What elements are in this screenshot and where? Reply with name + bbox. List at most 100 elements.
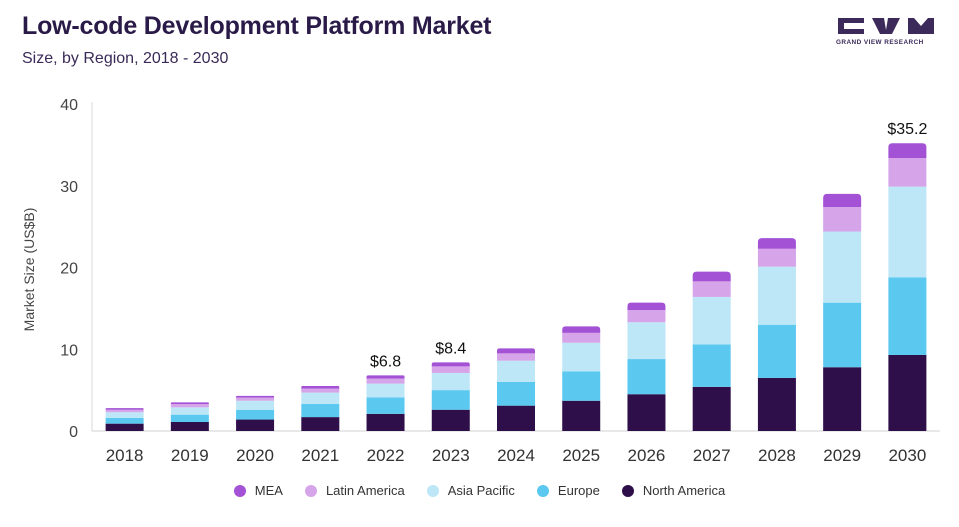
bar-segment	[301, 404, 340, 418]
legend-label: North America	[642, 483, 726, 498]
bar-segment	[366, 375, 405, 379]
bar-segment	[497, 353, 535, 361]
bar-segment	[236, 397, 275, 401]
bar-segment	[823, 302, 862, 368]
bar-segment	[562, 371, 601, 401]
data-label: $8.4	[435, 340, 466, 357]
x-tick-label: 2021	[301, 446, 339, 465]
bar-segment	[170, 407, 209, 415]
x-tick-label: 2027	[693, 446, 731, 465]
bar-segment	[431, 390, 470, 410]
legend-item: MEA	[233, 483, 283, 498]
data-label: $35.2	[887, 121, 927, 138]
bar-segment	[170, 422, 209, 431]
x-tick-label: 2023	[432, 446, 470, 465]
bar-segment	[236, 419, 275, 431]
bar-segment	[823, 367, 862, 431]
bar-segment	[236, 395, 275, 398]
x-tick-label: 2026	[628, 446, 666, 465]
bar-segment	[105, 412, 144, 418]
legend-swatch-icon	[304, 484, 317, 497]
legend-label: Europe	[557, 483, 600, 498]
bar-segment	[236, 409, 275, 420]
legend-label: MEA	[254, 483, 283, 498]
legend-swatch-icon	[426, 484, 439, 497]
bar-segment	[431, 409, 470, 431]
x-tick-label: 2025	[562, 446, 600, 465]
bar-segment	[562, 326, 601, 333]
x-tick-label: 2018	[106, 446, 144, 465]
y-tick-label: 20	[60, 261, 78, 278]
bar-segment	[888, 143, 927, 158]
bar-segment	[366, 397, 405, 414]
bar-segment	[562, 342, 601, 372]
x-tick-label: 2029	[823, 446, 861, 465]
data-label: $6.8	[370, 353, 401, 370]
bar-segment	[562, 332, 601, 343]
x-tick-label: 2019	[171, 446, 209, 465]
bar-segment	[366, 378, 405, 384]
x-tick-label: 2024	[497, 446, 535, 465]
bar-segment	[888, 157, 927, 187]
x-tick-label: 2022	[367, 446, 405, 465]
y-axis-label: Market Size (US$B)	[21, 208, 37, 332]
bar-segment	[431, 366, 470, 373]
bar-segment	[823, 231, 862, 303]
bar-segment	[757, 324, 796, 378]
bar-segment	[431, 362, 470, 367]
legend-label: Asia Pacific	[447, 483, 515, 498]
bar-segment	[888, 277, 927, 355]
bar-segment	[692, 281, 731, 297]
bar-segment	[105, 408, 144, 410]
legend-item: Asia Pacific	[426, 483, 515, 498]
bar-segment	[105, 409, 144, 413]
bar-segment	[236, 400, 275, 410]
bar-segment	[301, 388, 340, 393]
bar-segment	[627, 322, 666, 360]
y-tick-label: 30	[60, 179, 78, 196]
brand-logo-text: GRAND VIEW RESEARCH	[836, 39, 924, 46]
bar-segment	[823, 207, 862, 232]
legend-item: North America	[621, 483, 726, 498]
legend-swatch-icon	[233, 484, 246, 497]
bar-segment	[431, 372, 470, 391]
chart-title: Low-code Development Platform Market	[22, 12, 492, 40]
bar-segment	[757, 238, 796, 249]
y-tick-label: 10	[60, 342, 78, 359]
bar-segment	[627, 394, 666, 431]
bar-segment	[692, 386, 731, 431]
bar-segment	[823, 193, 862, 208]
bar-segment	[888, 186, 927, 278]
bar-segment	[692, 344, 731, 387]
bar-segment	[170, 414, 209, 423]
bar-segment	[366, 413, 405, 431]
bar-segment	[757, 248, 796, 267]
bar-segment	[627, 310, 666, 323]
x-tick-label: 2030	[888, 446, 926, 465]
bar-segment	[105, 423, 144, 431]
bar-segment	[497, 405, 535, 431]
chart-legend: MEA Latin America Asia Pacific Europe North …	[0, 483, 959, 498]
bar-segment	[301, 392, 340, 405]
bar-segment	[888, 354, 927, 431]
legend-label: Latin America	[325, 483, 405, 498]
bar-segment	[497, 360, 535, 382]
bar-segment	[692, 296, 731, 345]
bar-segment	[627, 302, 666, 311]
bar-segment	[692, 271, 731, 282]
x-tick-label: 2020	[236, 446, 274, 465]
bar-segment	[757, 266, 796, 325]
bar-segment	[757, 377, 796, 431]
brand-logo-icon	[838, 18, 934, 34]
x-tick-label: 2028	[758, 446, 796, 465]
bar-segment	[170, 404, 209, 408]
bar-segment	[170, 402, 209, 405]
legend-item: Latin America	[304, 483, 405, 498]
bar-segment	[497, 348, 535, 354]
bar-segment	[627, 359, 666, 395]
bar-segment	[562, 400, 601, 431]
legend-item: Europe	[536, 483, 600, 498]
bar-segment	[497, 381, 535, 406]
bar-segment	[301, 417, 340, 431]
